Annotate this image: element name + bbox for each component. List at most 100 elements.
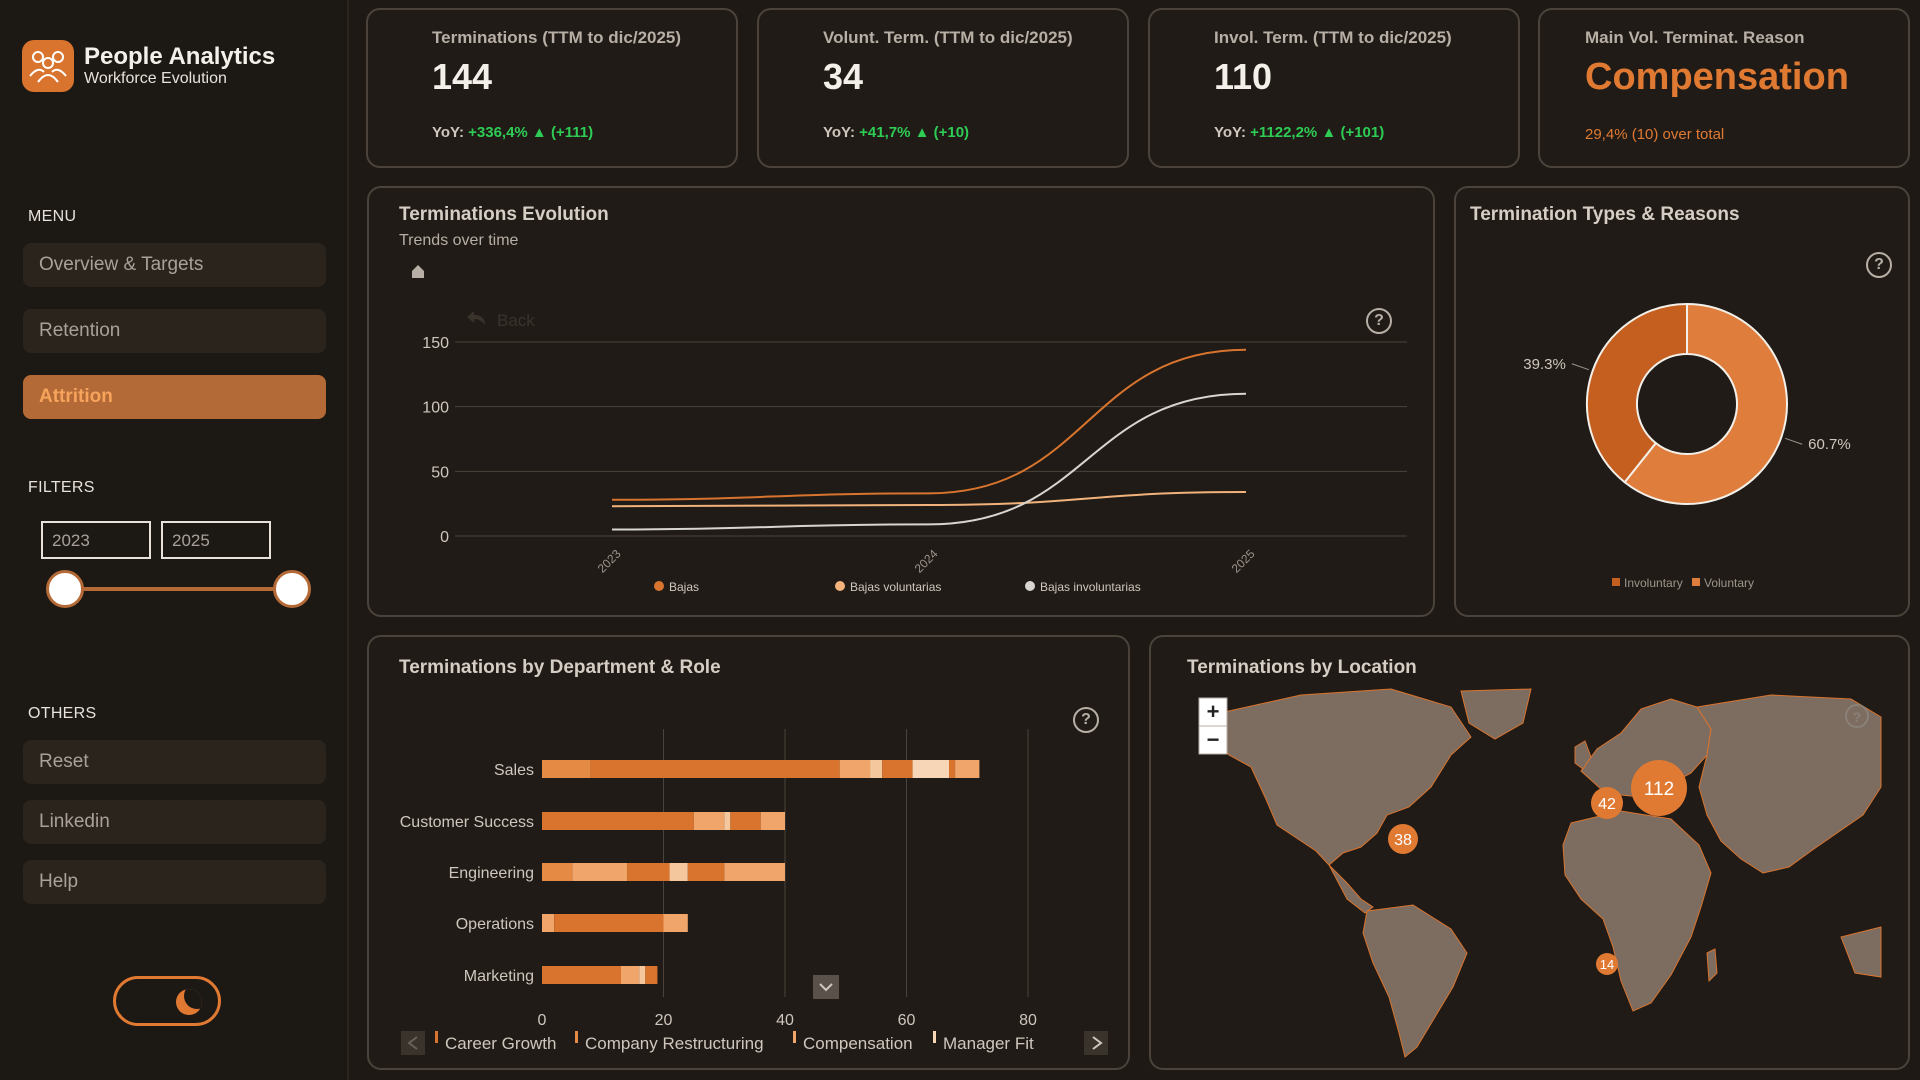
zoom-out-label[interactable]: − — [1207, 727, 1220, 752]
bar-segment[interactable] — [955, 760, 980, 778]
kpi-yoy: YoY: +41,7% ▲ (+10) — [823, 124, 970, 141]
madagascar-landmass — [1706, 948, 1718, 983]
greenland-landmass — [1460, 688, 1532, 740]
help-icon[interactable]: ? — [1073, 707, 1099, 733]
donut-slice[interactable] — [1586, 302, 1688, 484]
bar-segment[interactable] — [687, 863, 725, 881]
help-icon[interactable]: ? — [1866, 252, 1892, 278]
bar-segment[interactable] — [669, 863, 688, 881]
kpi-card-main-reason: Main Vol. Terminat. Reason Compensation … — [1538, 8, 1910, 168]
kpi-title: Invol. Term. (TTM to dic/2025) — [1214, 28, 1452, 47]
bar-segment[interactable] — [730, 812, 761, 830]
bar-segment[interactable] — [645, 966, 658, 984]
linkedin-button[interactable]: Linkedin — [23, 800, 326, 844]
slice-label: 39.3% — [1523, 356, 1566, 373]
panel-subtitle: Trends over time — [399, 232, 519, 249]
menu-item-attrition[interactable]: Attrition — [23, 375, 326, 419]
legend-marker — [435, 1031, 438, 1043]
kpi-value: 144 — [432, 56, 493, 97]
kpi-yoy: YoY: +1122,2% ▲ (+101) — [1214, 124, 1385, 141]
zoom-out-button[interactable] — [1198, 725, 1228, 755]
legend-label: Compensation — [803, 1034, 913, 1053]
scroll-down-button[interactable] — [813, 975, 839, 999]
bar-segment[interactable] — [949, 760, 956, 778]
bar-segment[interactable] — [554, 914, 664, 932]
bar-segment[interactable] — [542, 812, 694, 830]
menu-item-retention[interactable]: Retention — [23, 309, 326, 353]
year-slider-end-handle[interactable] — [273, 570, 311, 608]
world-map[interactable]: + − 112 42 38 14 ? — [1151, 637, 1912, 1072]
bar-segment[interactable] — [627, 863, 670, 881]
year-to-field[interactable]: 2025 — [161, 521, 271, 559]
cluster-marker[interactable] — [1596, 953, 1618, 975]
bar-segment[interactable] — [542, 914, 555, 932]
bar-segment[interactable] — [542, 760, 591, 778]
others-heading: OTHERS — [28, 705, 97, 722]
legend-marker — [793, 1031, 796, 1043]
menu-item-overview[interactable]: Overview & Targets — [23, 243, 326, 287]
help-icon[interactable] — [1845, 704, 1869, 728]
bar-segment[interactable] — [693, 812, 725, 830]
year-slider-track[interactable] — [65, 587, 293, 591]
bar-segment[interactable] — [572, 863, 628, 881]
kpi-card-involuntary: Invol. Term. (TTM to dic/2025) 110 YoY: … — [1148, 8, 1520, 168]
zoom-in-label[interactable]: + — [1207, 699, 1220, 724]
donut-slice[interactable] — [1623, 302, 1788, 505]
bar-segment[interactable] — [542, 966, 621, 984]
y-tick-label: 100 — [422, 400, 449, 417]
series-line[interactable] — [611, 348, 1247, 501]
legend-prev-button[interactable] — [401, 1031, 425, 1055]
cluster-count: 112 — [1644, 779, 1674, 800]
legend-marker — [654, 581, 664, 591]
bar-segment[interactable] — [760, 812, 785, 830]
bar-segment[interactable] — [590, 760, 840, 778]
category-label: Engineering — [449, 865, 534, 882]
reset-button[interactable]: Reset — [23, 740, 326, 784]
bar-segment[interactable] — [912, 760, 950, 778]
bar-segment[interactable] — [620, 966, 640, 984]
menu-heading: MENU — [28, 208, 77, 225]
bar-segment[interactable] — [839, 760, 871, 778]
help-icon[interactable]: ? — [1366, 308, 1392, 334]
year-from-field[interactable]: 2023 — [41, 521, 151, 559]
series-line[interactable] — [611, 392, 1247, 531]
cluster-marker[interactable] — [1591, 787, 1623, 819]
bar-segment[interactable] — [870, 760, 883, 778]
help-button[interactable]: Help — [23, 860, 326, 904]
brand-title: People Analytics — [84, 43, 276, 70]
chevron-down-icon — [819, 983, 833, 992]
cluster-marker[interactable] — [1631, 760, 1687, 816]
bar-segment[interactable] — [639, 966, 646, 984]
bar-segment[interactable] — [542, 863, 573, 881]
x-tick-label: 40 — [776, 1012, 794, 1029]
bar-segment[interactable] — [663, 914, 688, 932]
evolution-panel: Terminations Evolution Trends over time … — [367, 186, 1435, 617]
back-icon[interactable] — [467, 311, 485, 325]
legend-label: Company Restructuring — [585, 1034, 764, 1053]
cluster-marker[interactable] — [1388, 824, 1418, 854]
cluster-count: 38 — [1394, 832, 1412, 849]
x-tick-label: 2025 — [1229, 547, 1258, 576]
series-line[interactable] — [611, 491, 1247, 508]
cluster-count: 42 — [1598, 796, 1616, 813]
legend-marker — [1692, 578, 1700, 586]
legend-label: Bajas voluntarias — [850, 580, 941, 594]
zoom-in-button[interactable] — [1198, 697, 1228, 727]
department-panel: Terminations by Department & Role ? 0 20 4… — [367, 635, 1130, 1070]
legend-label: Bajas involuntarias — [1040, 580, 1141, 594]
legend-next-button[interactable] — [1084, 1031, 1108, 1055]
slice-label-leader — [1785, 437, 1803, 445]
kpi-yoy: YoY: +336,4% ▲ (+111) — [432, 124, 594, 141]
bar-segment[interactable] — [724, 863, 785, 881]
kpi-card-voluntary: Volunt. Term. (TTM to dic/2025) 34 YoY: … — [757, 8, 1129, 168]
types-donut-chart: 39.3% 60.7% Involuntary Voluntary — [1523, 302, 1851, 590]
back-button-label[interactable]: Back — [497, 311, 535, 330]
year-slider-start-handle[interactable] — [46, 570, 84, 608]
south-america-landmass — [1362, 904, 1468, 1058]
theme-toggle[interactable] — [113, 976, 221, 1026]
home-icon[interactable] — [412, 265, 424, 278]
sidebar: People Analytics Workforce Evolution MEN… — [0, 0, 349, 1080]
bar-segment[interactable] — [724, 812, 731, 830]
bar-segment[interactable] — [882, 760, 913, 778]
legend-marker — [1025, 581, 1035, 591]
